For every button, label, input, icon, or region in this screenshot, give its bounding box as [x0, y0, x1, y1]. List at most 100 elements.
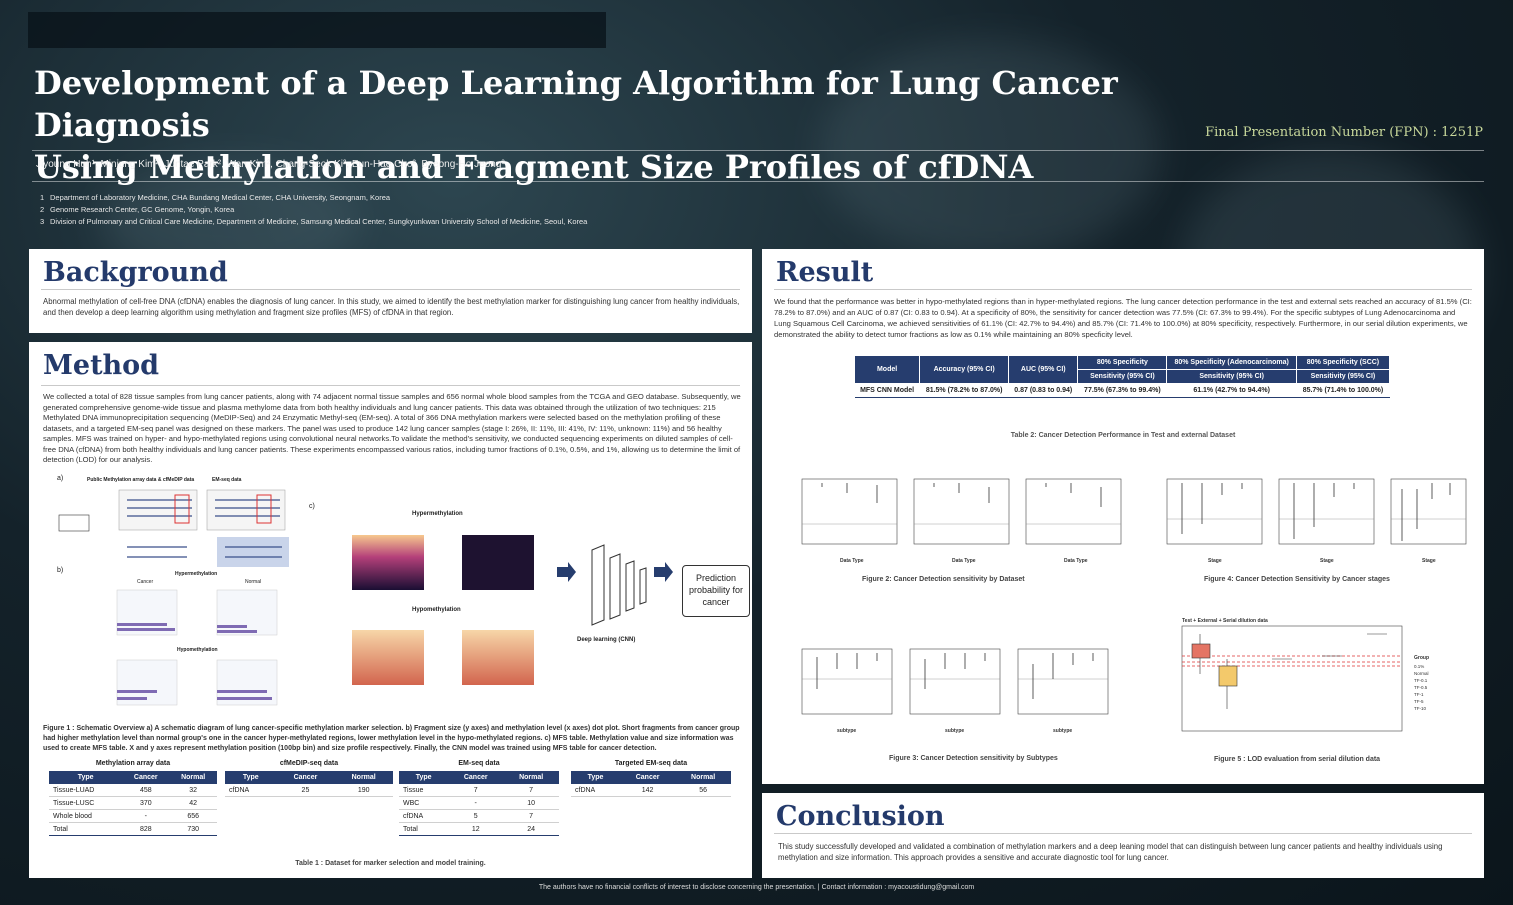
- public-data-label: Public Methylation array data & cfMeDIP …: [87, 477, 195, 483]
- fig5-title: Test + External + Serial dilution data: [1182, 618, 1268, 624]
- background-text: Abnormal methylation of cell-free DNA (c…: [43, 297, 740, 317]
- table-row: Tissue-LUSC 370 42: [49, 796, 217, 810]
- sensitivity-by-subtype-plots: subtype subtype subtype: [801, 648, 1109, 734]
- hypo-label-b: Hypomethylation: [177, 647, 218, 653]
- conclusion-text: This study successfully developed and va…: [778, 842, 1443, 862]
- title-line-2: Using Methylation and Fragment Size Prof…: [34, 148, 1034, 186]
- axis-label: subtype: [945, 728, 964, 734]
- panel-label-a: a): [57, 475, 64, 482]
- section-rule: [774, 833, 1472, 834]
- hypo-label-c: Hypomethylation: [412, 607, 461, 613]
- figure-1-caption: Figure 1 : Schematic Overview a) A schem…: [43, 725, 740, 752]
- cfmedip-table: cfMeDIP-seq data Type Cancer Normal cfDNA 2…: [225, 760, 393, 797]
- header-divider: [32, 150, 1484, 151]
- em-seq-table: EM-seq data Type Cancer Normal Tissue 7 7 WB…: [399, 760, 559, 836]
- deep-learning-label: Deep learning (CNN): [577, 637, 636, 643]
- axis-label: Stage: [1422, 558, 1436, 564]
- table-total-row: Total 828 730: [49, 822, 217, 836]
- legend-item: TF-10: [1414, 706, 1426, 711]
- table-row: Tissue 7 7: [399, 784, 559, 797]
- figure-1-schematic: a) Public Methylation array data & cfMeD…: [57, 475, 757, 720]
- fragment-dot-plots: [116, 589, 278, 706]
- header-divider: [32, 181, 1484, 182]
- author-list: Jiyoung Huh¹, Minjung Kim², Juntae Park²…: [36, 159, 505, 170]
- footer-disclosure: The authors have no financial conflicts …: [538, 884, 975, 891]
- top-banner-strip: [28, 12, 606, 48]
- cancer-label: Cancer: [137, 579, 154, 585]
- axis-label: Stage: [1320, 558, 1334, 564]
- table-1-caption: Table 1 : Dataset for marker selection a…: [295, 860, 486, 867]
- affiliation-item: 2 Genome Research Center, GC Genome, Yong…: [40, 205, 235, 214]
- data-table: Type Cancer Normal cfDNA 25 190: [225, 771, 393, 797]
- prediction-box: Prediction probability for cancer: [682, 565, 750, 617]
- axis-label: subtype: [837, 728, 856, 734]
- marker-selection-diagram: [58, 489, 289, 567]
- section-heading: Result: [776, 257, 874, 288]
- mfs-heatmaps: [352, 535, 673, 685]
- poster-header: Development of a Deep Learning Algorithm…: [0, 0, 1513, 245]
- section-rule: [774, 289, 1472, 290]
- table-caption: Methylation array data: [95, 760, 171, 767]
- table-row: cfDNA 5 7: [399, 809, 559, 823]
- legend-item: TF-0.5: [1414, 685, 1428, 690]
- legend-item: 0.1%: [1414, 664, 1424, 669]
- affiliation-item: 3 Division of Pulmonary and Critical Care…: [40, 217, 588, 226]
- section-heading: Method: [43, 350, 160, 381]
- legend-item: TF-5: [1414, 699, 1424, 704]
- table-row: WBC -10: [399, 796, 559, 810]
- performance-table: Model Accuracy (95% CI) AUC (95% CI) 80%…: [853, 355, 1391, 398]
- data-table: Type Cancer Normal Tissue-LUAD 458 32 Tissue…: [49, 771, 217, 836]
- panel-label-b: b): [57, 567, 64, 574]
- table-total-row: Total 12 24: [399, 822, 559, 836]
- conclusion-section: Conclusion This study successfully devel…: [762, 793, 1484, 878]
- table-row: cfDNA 25 190: [225, 784, 393, 797]
- table-caption: Targeted EM-seq data: [614, 760, 688, 767]
- figure-3-caption: Figure 3: Cancer Detection sensitivity b…: [889, 755, 1058, 762]
- data-table: Type Cancer Normal Tissue 7 7 WBC -10 cfDNA 5 7…: [399, 771, 559, 836]
- legend-item: TF-0.1: [1414, 678, 1428, 683]
- methylation-array-table: Methylation array data Type Cancer Normal …: [49, 760, 217, 836]
- em-seq-label: EM-seq data: [212, 477, 242, 483]
- figure-2-caption: Figure 2: Cancer Detection sensitivity b…: [862, 576, 1025, 583]
- section-rule: [41, 385, 740, 386]
- table-caption: cfMeDIP-seq data: [279, 760, 339, 767]
- result-text: We found that the performance was better…: [774, 297, 1472, 339]
- affiliation-list: 1 Department of Laboratory Medicine, CHA …: [40, 192, 587, 228]
- hyper-label-b: Hypermethylation: [175, 571, 218, 577]
- data-table: Type Cancer Normal cfDNA 142 56: [571, 771, 731, 797]
- legend-title: Group: [1414, 655, 1429, 661]
- axis-label: Data Type: [840, 558, 864, 564]
- presentation-number: Final Presentation Number (FPN) : 1251P: [1205, 125, 1483, 140]
- figure-5-caption: Figure 5 : LOD evaluation from serial di…: [1214, 756, 1381, 763]
- panel-label-c: c): [309, 503, 315, 510]
- figure-4-caption: Figure 4: Cancer Detection Sensitivity b…: [1204, 576, 1390, 583]
- axis-label: Stage: [1208, 558, 1222, 564]
- table-2-caption: Table 2: Cancer Detection Performance in…: [1010, 432, 1236, 439]
- table-row: cfDNA 142 56: [571, 784, 731, 797]
- result-section: Result We found that the performance was…: [762, 249, 1484, 784]
- normal-label: Normal: [245, 579, 262, 585]
- axis-label: Data Type: [952, 558, 976, 564]
- lod-boxplot: Test + External + Serial dilution data G…: [1181, 618, 1429, 732]
- legend-item: TF-1: [1414, 692, 1424, 697]
- targeted-em-seq-table: Targeted EM-seq data Type Cancer Normal cf…: [571, 760, 731, 797]
- section-rule: [41, 289, 740, 290]
- background-section: Background Abnormal methylation of cell-…: [29, 249, 752, 333]
- legend-item: Normal: [1414, 671, 1429, 676]
- method-section: Method We collected a total of 828 tissu…: [29, 342, 752, 878]
- sensitivity-dot-plots-row1: Data Type Data Type Data Type Stage Stag…: [801, 478, 1467, 564]
- table-row: Tissue-LUAD 458 32: [49, 784, 217, 797]
- hyper-label-c: Hypermethylation: [412, 511, 463, 517]
- table-row: Whole blood -656: [49, 809, 217, 823]
- title-line-1: Development of a Deep Learning Algorithm…: [34, 64, 1118, 144]
- axis-label: subtype: [1053, 728, 1072, 734]
- section-heading: Background: [43, 257, 228, 288]
- table-row: MFS CNN Model 81.5% (78.2% to 87.0%) 0.8…: [854, 383, 1390, 398]
- table-caption: EM-seq data: [458, 760, 500, 767]
- section-heading: Conclusion: [776, 801, 945, 832]
- poster-title: Development of a Deep Learning Algorithm…: [34, 62, 1264, 188]
- affiliation-item: 1 Department of Laboratory Medicine, CHA …: [40, 193, 391, 202]
- axis-label: Data Type: [1064, 558, 1088, 564]
- background-texture: [820, 40, 1160, 260]
- method-text: We collected a total of 828 tissue sampl…: [43, 392, 741, 464]
